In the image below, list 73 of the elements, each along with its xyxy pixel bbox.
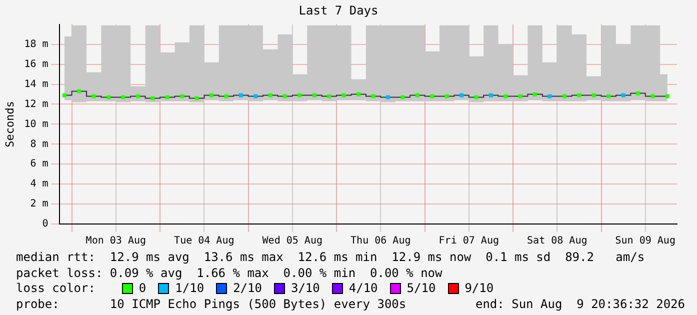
x-tick-label: Mon 03 Aug [86, 236, 146, 247]
point [106, 95, 111, 100]
point [386, 95, 390, 100]
point [92, 94, 96, 98]
x-tick-label: Wed 05 Aug [262, 236, 323, 247]
point [430, 94, 434, 98]
y-tick-label: 2 m [30, 198, 48, 210]
chart-title: Last 7 Days [298, 3, 378, 18]
text: median rtt: 12.9 ms avg 13.6 ms max 12.6 ms min 12.9 ms now 0.1 ms sd 89.2 am/s [16, 250, 646, 266]
point [636, 91, 640, 96]
point [224, 94, 228, 98]
x-tick-label: Sat 08 Aug [527, 236, 588, 247]
point [356, 92, 361, 96]
x-tick-label: Sun 09 Aug [615, 236, 676, 247]
point [77, 89, 82, 94]
point [577, 93, 582, 98]
point [312, 93, 317, 98]
point [621, 93, 626, 98]
point [518, 94, 522, 98]
text: probe: 10 ICMP Echo Pings (500 Bytes) every 300s [16, 296, 406, 312]
point [592, 93, 596, 98]
point [400, 95, 405, 100]
point [298, 93, 302, 98]
legend-label: 9/10 [464, 281, 494, 296]
point [415, 93, 420, 98]
point [254, 94, 258, 98]
point [165, 95, 170, 100]
point [150, 96, 155, 100]
legend-title: loss color: [16, 281, 96, 296]
point [62, 93, 66, 98]
point [209, 93, 214, 98]
x-tick-label: Tue 04 Aug [174, 236, 234, 247]
point [665, 94, 670, 98]
point [562, 94, 567, 98]
point [459, 93, 464, 98]
point [533, 92, 538, 96]
point [488, 93, 494, 98]
y-tick-label: 12 m [24, 98, 48, 110]
point [268, 93, 272, 98]
point [327, 94, 332, 98]
point [650, 94, 655, 98]
legend-label: 1/10 [175, 281, 204, 296]
point [194, 96, 199, 100]
legend-label: 0 [138, 281, 146, 296]
point [548, 94, 552, 98]
point [136, 94, 140, 98]
y-tick-label: 14 m [24, 78, 48, 90]
legend-label: 2/10 [233, 281, 262, 296]
text: end: Sun Aug 9 20:36:32 2026 [475, 296, 685, 312]
point [504, 94, 508, 98]
point [238, 93, 243, 98]
point [121, 95, 126, 100]
x-tick-label: Fri 07 Aug [438, 236, 499, 247]
y-tick-label: 18 m [24, 38, 48, 50]
x-tick-label: Thu 06 Aug [350, 236, 411, 247]
point [282, 94, 288, 98]
point [371, 94, 376, 98]
point [342, 93, 346, 98]
y-tick-label: 4 m [30, 178, 48, 190]
y-tick-label: 0 [42, 218, 48, 230]
point [180, 94, 184, 98]
text: packet loss: 0.09 % avg 1.66 % max 0.00 % min 0.00 % now [16, 266, 444, 281]
legend-label: 3/10 [290, 281, 320, 296]
point [474, 95, 478, 100]
legend-label: 5/10 [406, 281, 436, 296]
y-tick-label: 6 m [30, 158, 48, 170]
point [606, 94, 611, 98]
y-tick-label: 10 m [24, 118, 48, 130]
y-tick-label: 16 m [24, 58, 48, 70]
y-axis-title: Seconds [3, 101, 16, 148]
y-tick-label: 8 m [30, 138, 48, 150]
legend-label: 4/10 [348, 281, 378, 296]
point [444, 94, 449, 98]
